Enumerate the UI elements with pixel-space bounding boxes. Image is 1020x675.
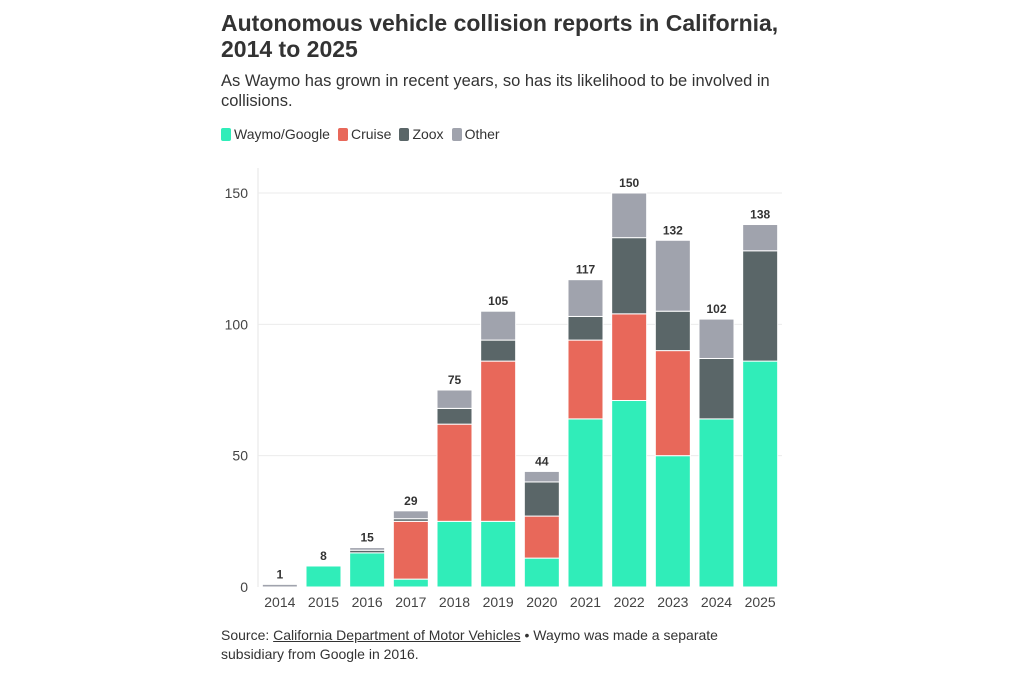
bar-total-label: 132	[663, 223, 683, 237]
legend-swatch	[451, 127, 462, 141]
x-tick-label: 2016	[352, 594, 383, 610]
bar-cruise-2021	[567, 339, 604, 420]
x-tick-label: 2014	[264, 594, 295, 610]
legend-swatch	[221, 127, 231, 141]
bar-waymo-google-2019	[480, 520, 517, 588]
legend-swatch	[399, 127, 410, 141]
bar-waymo-google-2020	[523, 557, 560, 588]
bar-cruise-2020	[523, 515, 560, 559]
legend-item-cruise: Cruise	[337, 126, 392, 142]
bar-total-label: 105	[488, 294, 508, 308]
chart-legend: Waymo/Google Cruise Zoox Other	[221, 126, 811, 142]
source-suffix: • Waymo was made a separate subsidiary f…	[221, 627, 718, 662]
bar-other-2014	[261, 583, 298, 588]
x-tick-label: 2020	[526, 594, 557, 610]
bar-other-2019	[480, 310, 517, 341]
x-tick-label: 2021	[570, 594, 601, 610]
bar-waymo-google-2021	[567, 418, 604, 588]
bar-total-label: 150	[619, 176, 639, 190]
bar-zoox-2018	[436, 407, 473, 425]
x-tick-label: 2015	[308, 594, 339, 610]
x-tick-label: 2024	[701, 594, 732, 610]
bar-zoox-2020	[523, 481, 560, 517]
bar-waymo-google-2022	[611, 400, 648, 588]
x-tick-label: 2019	[483, 594, 514, 610]
bar-total-label: 117	[576, 263, 596, 277]
bar-other-2020	[523, 470, 560, 483]
bar-other-2025	[742, 224, 779, 252]
bar-zoox-2023	[654, 310, 691, 352]
bar-other-2018	[436, 389, 473, 409]
legend-label: Waymo/Google	[234, 126, 330, 142]
bar-waymo-google-2017	[392, 578, 429, 588]
bar-total-label: 15	[360, 531, 374, 545]
bar-other-2021	[567, 279, 604, 317]
y-tick-label: 0	[240, 579, 248, 595]
bar-cruise-2022	[611, 313, 648, 402]
chart-title: Autonomous vehicle collision reports in …	[221, 10, 779, 62]
bar-waymo-google-2015	[305, 565, 342, 588]
legend-item-waymo-google: Waymo/Google	[221, 126, 330, 142]
chart-subtitle: As Waymo has grown in recent years, so h…	[221, 72, 770, 110]
legend-label: Other	[464, 126, 500, 142]
bar-total-label: 138	[750, 208, 770, 222]
bar-zoox-2022	[611, 237, 648, 315]
bar-total-label: 44	[535, 454, 549, 468]
bar-total-label: 29	[404, 494, 418, 508]
bar-waymo-google-2024	[698, 418, 735, 588]
bar-cruise-2017	[392, 520, 429, 580]
bar-other-2016	[349, 547, 386, 551]
bar-waymo-google-2023	[654, 455, 691, 588]
legend-item-zoox: Zoox	[399, 126, 444, 142]
bar-zoox-2024	[698, 357, 735, 420]
bar-waymo-google-2018	[436, 520, 473, 588]
source-link[interactable]: California Department of Motor Vehicles	[273, 627, 521, 643]
x-tick-label: 2018	[439, 594, 470, 610]
chart-header: Autonomous vehicle collision reports in …	[221, 10, 811, 142]
bar-other-2023	[654, 239, 691, 312]
bar-cruise-2018	[436, 423, 473, 522]
bar-total-label: 75	[448, 373, 462, 387]
y-tick-label: 50	[232, 448, 248, 464]
legend-label: Zoox	[412, 126, 444, 142]
legend-item-other: Other	[451, 126, 500, 142]
source-prefix: Source:	[221, 627, 274, 643]
bar-total-label: 8	[320, 549, 327, 563]
source-note: Source: California Department of Motor V…	[221, 626, 781, 664]
bar-other-2022	[611, 192, 648, 239]
bar-zoox-2025	[742, 250, 779, 362]
bar-other-2024	[698, 318, 735, 359]
bar-waymo-google-2016	[349, 552, 386, 588]
bar-cruise-2023	[654, 350, 691, 457]
bar-cruise-2019	[480, 360, 517, 522]
bar-other-2017	[392, 510, 429, 520]
x-tick-label: 2022	[614, 594, 645, 610]
x-tick-label: 2025	[745, 594, 776, 610]
x-tick-label: 2023	[657, 594, 688, 610]
bar-zoox-2019	[480, 339, 517, 362]
bar-total-label: 1	[276, 567, 283, 581]
bar-zoox-2021	[567, 315, 604, 341]
x-tick-label: 2017	[395, 594, 426, 610]
bar-waymo-google-2025	[742, 360, 779, 588]
y-tick-label: 100	[225, 316, 249, 332]
legend-label: Cruise	[350, 126, 392, 142]
y-tick-label: 150	[225, 185, 249, 201]
bar-total-label: 102	[706, 302, 726, 316]
legend-swatch	[337, 127, 348, 141]
